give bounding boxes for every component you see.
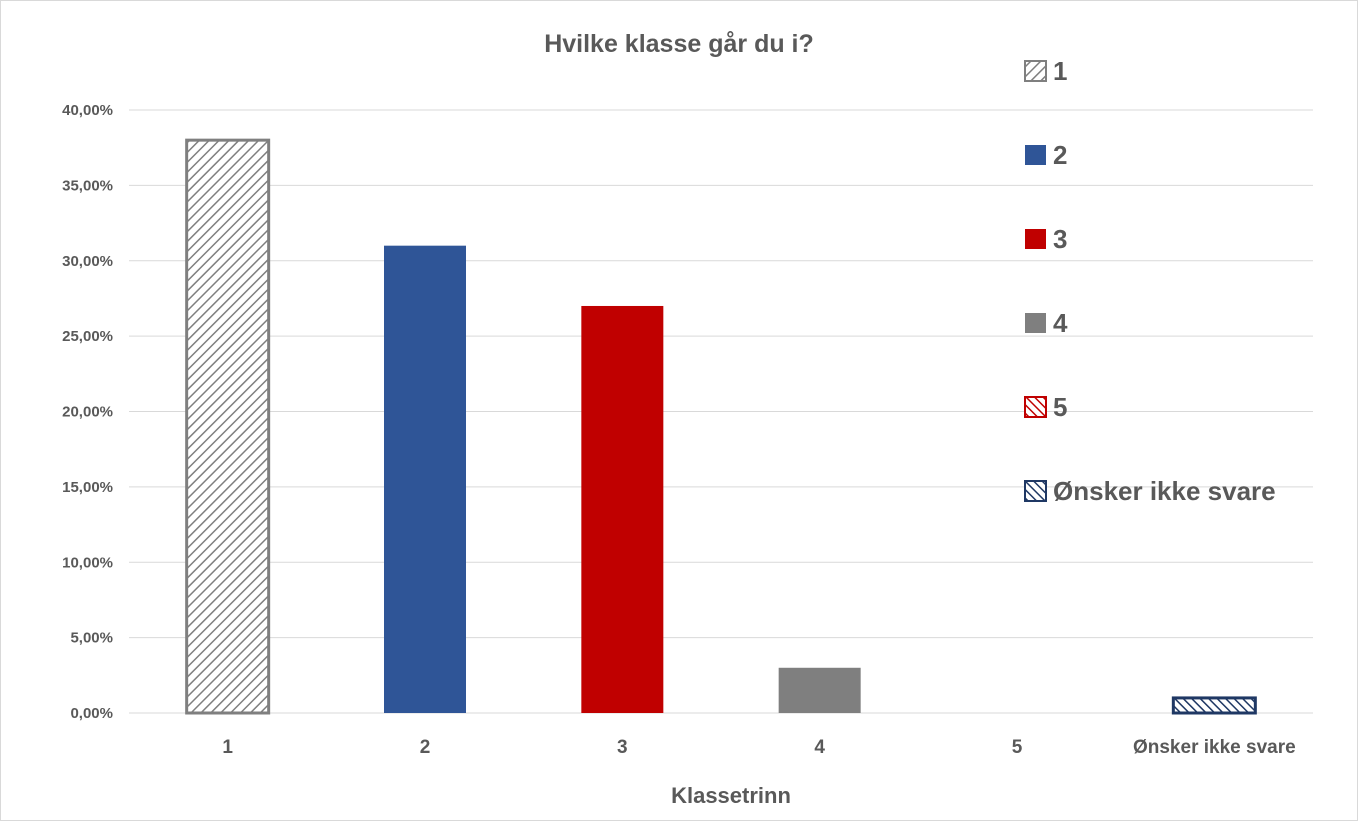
y-tick-label: 25,00% bbox=[62, 328, 113, 345]
bars bbox=[185, 138, 1257, 715]
y-axis-ticks: 0,00% 5,00% 10,00% 15,00% 20,00% 25,00% 30,00%… bbox=[62, 102, 113, 722]
y-tick-label: 5,00% bbox=[70, 630, 113, 647]
x-tick-label: 4 bbox=[814, 737, 825, 758]
x-tick-label: 5 bbox=[1012, 737, 1023, 758]
legend: 1 2 3 4 5 Ønsker ikke svare bbox=[1024, 56, 1276, 506]
x-axis-ticks: 1 2 3 4 5 Ønsker ikke svare bbox=[222, 737, 1295, 758]
legend-swatch-6 bbox=[1024, 480, 1047, 502]
legend-swatch-1 bbox=[1024, 60, 1047, 82]
x-tick-label: 1 bbox=[222, 737, 233, 758]
legend-label: 5 bbox=[1053, 392, 1067, 422]
y-tick-label: 0,00% bbox=[70, 705, 113, 722]
x-tick-label: 2 bbox=[420, 737, 431, 758]
y-tick-label: 40,00% bbox=[62, 102, 113, 119]
legend-swatch-2 bbox=[1025, 145, 1046, 165]
legend-swatch-4 bbox=[1025, 313, 1046, 333]
y-tick-label: 10,00% bbox=[62, 554, 113, 571]
y-tick-label: 35,00% bbox=[62, 177, 113, 194]
x-tick-label: 3 bbox=[617, 737, 628, 758]
bar-6 bbox=[1171, 696, 1257, 715]
legend-label: 3 bbox=[1053, 224, 1067, 254]
chart-title: Hvilke klasse går du i? bbox=[544, 30, 814, 58]
legend-label: 4 bbox=[1053, 308, 1068, 338]
legend-swatch-5 bbox=[1024, 396, 1047, 418]
y-tick-label: 30,00% bbox=[62, 253, 113, 270]
gridlines bbox=[129, 109, 1313, 714]
y-tick-label: 20,00% bbox=[62, 404, 113, 421]
legend-swatch-3 bbox=[1025, 229, 1046, 249]
x-axis-label: Klassetrinn bbox=[671, 783, 791, 808]
bar-3 bbox=[581, 305, 664, 713]
legend-label: 2 bbox=[1053, 140, 1067, 170]
x-tick-label: Ønsker ikke svare bbox=[1133, 737, 1296, 758]
y-tick-label: 15,00% bbox=[62, 479, 113, 496]
bar-2 bbox=[384, 245, 466, 714]
bar-4 bbox=[778, 667, 861, 713]
bar-1 bbox=[185, 138, 271, 715]
legend-label: Ønsker ikke svare bbox=[1053, 476, 1276, 506]
legend-label: 1 bbox=[1053, 56, 1067, 86]
